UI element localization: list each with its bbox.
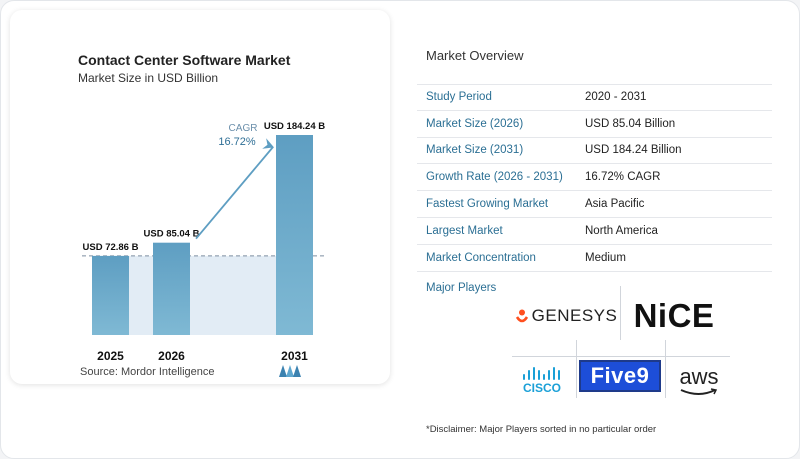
genesys-icon [515, 309, 528, 323]
market-overview-title: Market Overview [426, 48, 524, 63]
table-row: Study Period 2020 - 2031 [417, 84, 772, 111]
logo-divider [665, 340, 666, 398]
overview-table: Study Period 2020 - 2031 Market Size (202… [417, 84, 772, 272]
source-text: Source: Mordor Intelligence [80, 366, 215, 378]
table-row: Market Size (2031) USD 184.24 Billion [417, 137, 772, 165]
chart-subtitle: Market Size in USD Billion [78, 71, 219, 85]
row-key: Growth Rate (2026 - 2031) [426, 171, 563, 184]
bar [153, 242, 190, 335]
genesys-wordmark: GENESYS [531, 306, 618, 325]
data-label: USD 72.86 B [83, 242, 139, 253]
cagr-arrow-head [262, 138, 274, 149]
logo-divider [620, 286, 621, 340]
aws-smile-icon [680, 388, 718, 395]
bar [92, 255, 129, 335]
data-label: USD 184.24 B [264, 121, 325, 132]
row-key: Study Period [426, 91, 492, 104]
x-tick-label: 2031 [281, 349, 308, 363]
table-row: Market Concentration Medium [417, 244, 772, 272]
logo-divider [512, 356, 730, 357]
row-key: Market Size (2026) [426, 117, 524, 130]
cisco-wordmark: cisco [522, 381, 561, 395]
cagr-value: 16.72% [218, 136, 256, 148]
row-key: Market Concentration [426, 251, 536, 264]
cagr-arrow-line [195, 146, 274, 240]
five9-wordmark: Five9 [590, 363, 650, 388]
cisco-bars-icon [523, 367, 560, 380]
x-tick-label: 2026 [158, 349, 185, 363]
data-label: USD 85.04 B [144, 229, 200, 240]
bar [276, 135, 313, 335]
mordor-logo-icon [279, 365, 301, 377]
aws-wordmark: aws [679, 364, 719, 389]
row-value: Asia Pacific [585, 198, 645, 211]
bar-chart: USD 72.86 B 2025 USD 85.04 B 2026 USD 184.24… [82, 121, 326, 363]
five9-logo: Five9 [579, 360, 661, 392]
table-row: Growth Rate (2026 - 2031) 16.72% CAGR [417, 164, 772, 192]
disclaimer-text: *Disclaimer: Major Players sorted in no … [426, 424, 657, 435]
aws-logo: aws [668, 362, 730, 400]
nice-wordmark: NiCE [633, 297, 715, 334]
chart-card: USD 72.86 B 2025 USD 85.04 B 2026 USD 184.24… [10, 10, 390, 384]
row-key: Market Size (2031) [426, 144, 524, 157]
chart-title: Contact Center Software Market [78, 52, 291, 68]
table-row: Fastest Growing Market Asia Pacific [417, 191, 772, 218]
row-value: 16.72% CAGR [585, 171, 661, 184]
cisco-logo: cisco [514, 362, 570, 400]
table-row: Market Size (2026) USD 85.04 Billion [417, 110, 772, 138]
nice-logo: NiCE [624, 296, 724, 336]
row-value: 2020 - 2031 [585, 91, 647, 104]
table-row: Largest Market North America [417, 217, 772, 245]
row-value: Medium [585, 251, 626, 264]
row-value: USD 85.04 Billion [585, 117, 676, 130]
row-key: Fastest Growing Market [426, 198, 549, 211]
cagr-label: CAGR [229, 123, 258, 134]
major-players-title: Major Players [426, 282, 497, 294]
row-value: North America [585, 224, 658, 237]
x-tick-label: 2025 [97, 349, 124, 363]
genesys-logo: GENESYS [514, 302, 618, 330]
row-key: Largest Market [426, 224, 503, 237]
row-value: USD 184.24 Billion [585, 144, 682, 157]
logo-divider [576, 340, 577, 398]
